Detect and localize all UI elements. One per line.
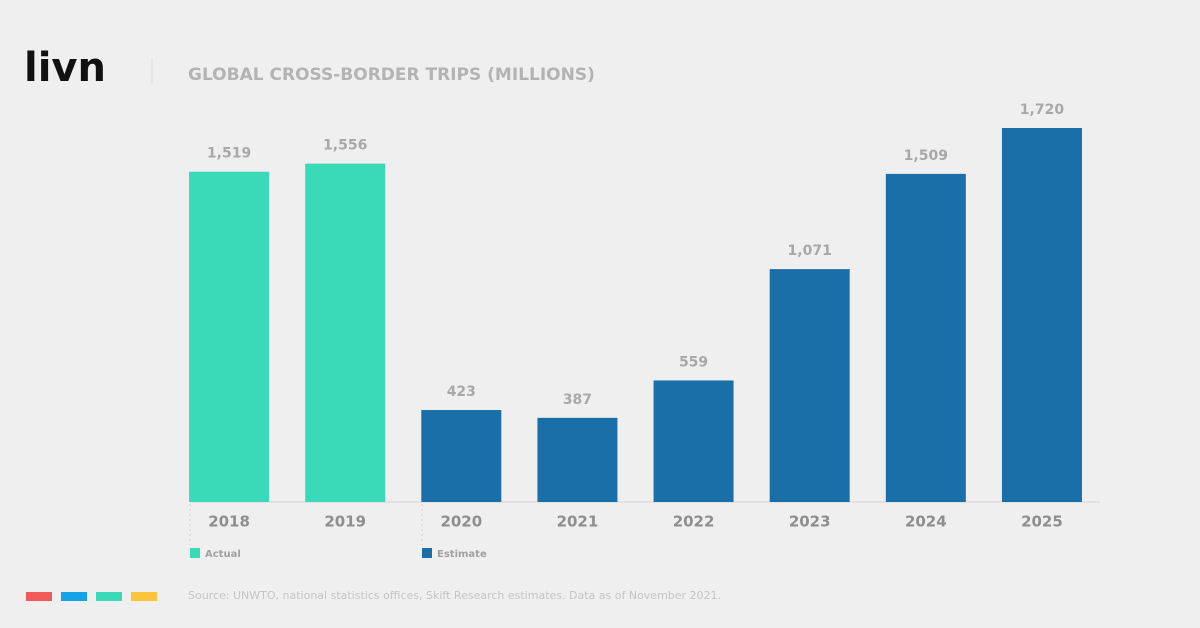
bar — [769, 269, 850, 502]
x-tick-label: 2021 — [557, 513, 599, 531]
logo: livn — [24, 45, 106, 91]
data-label: 1,071 — [788, 243, 832, 259]
x-tick-label: 2020 — [440, 513, 482, 531]
x-tick-label: 2025 — [1021, 513, 1063, 531]
data-label: 423 — [447, 384, 476, 400]
source-note: Source: UNWTO, national statistics offic… — [188, 589, 721, 602]
data-label: 1,519 — [207, 146, 251, 162]
data-label: 1,720 — [1020, 102, 1065, 118]
bar — [189, 171, 270, 502]
brand-swatch — [26, 592, 52, 601]
data-label: 1,556 — [323, 138, 367, 154]
bar — [421, 410, 502, 502]
data-label: 1,509 — [904, 148, 948, 164]
chart-title: GLOBAL CROSS-BORDER TRIPS (MILLIONS) — [188, 65, 595, 85]
data-label: 387 — [563, 392, 592, 408]
brand-swatch — [96, 592, 122, 601]
x-tick-label: 2023 — [789, 513, 831, 531]
legend-swatch — [190, 548, 200, 558]
legend-label: Estimate — [437, 549, 487, 560]
x-tick-label: 2024 — [905, 513, 947, 531]
bar — [537, 417, 618, 502]
bar — [1001, 128, 1082, 502]
brand-swatch — [61, 592, 87, 601]
data-label: 559 — [679, 354, 708, 370]
x-tick-label: 2018 — [208, 513, 250, 531]
bar — [653, 380, 734, 502]
x-tick-label: 2019 — [324, 513, 366, 531]
legend-label: Actual — [205, 549, 241, 560]
bar — [885, 173, 966, 502]
legend-swatch — [422, 548, 432, 558]
x-tick-label: 2022 — [673, 513, 715, 531]
bar — [305, 163, 386, 502]
brand-swatch — [131, 592, 157, 601]
